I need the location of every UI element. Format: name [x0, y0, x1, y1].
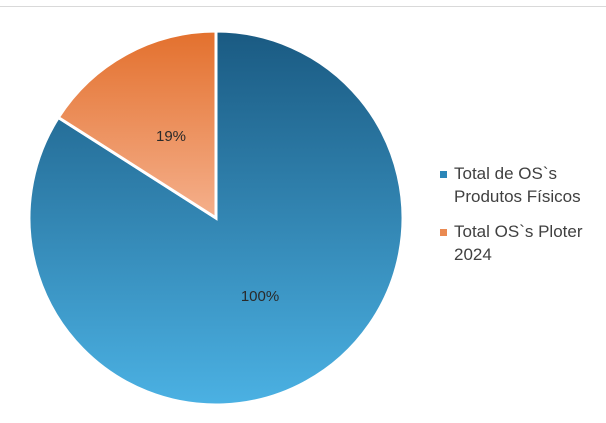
- legend-item-produtos-fisicos: Total de OS`s Produtos Físicos: [440, 162, 604, 208]
- legend-swatch-blue: [440, 171, 447, 178]
- slice-label-1: 100%: [241, 288, 279, 305]
- slice-label-2: 19%: [156, 128, 186, 145]
- legend-label: Total de OS`s Produtos Físicos: [454, 164, 581, 206]
- legend-item-ploter-2024: Total OS`s Ploter 2024: [440, 220, 604, 266]
- pie-slice-ploter-2024: [56, 29, 218, 221]
- legend: Total de OS`s Produtos Físicos Total OS`…: [440, 162, 604, 278]
- legend-label: Total OS`s Ploter 2024: [454, 222, 583, 264]
- top-divider: [0, 6, 606, 7]
- legend-swatch-orange: [440, 229, 447, 236]
